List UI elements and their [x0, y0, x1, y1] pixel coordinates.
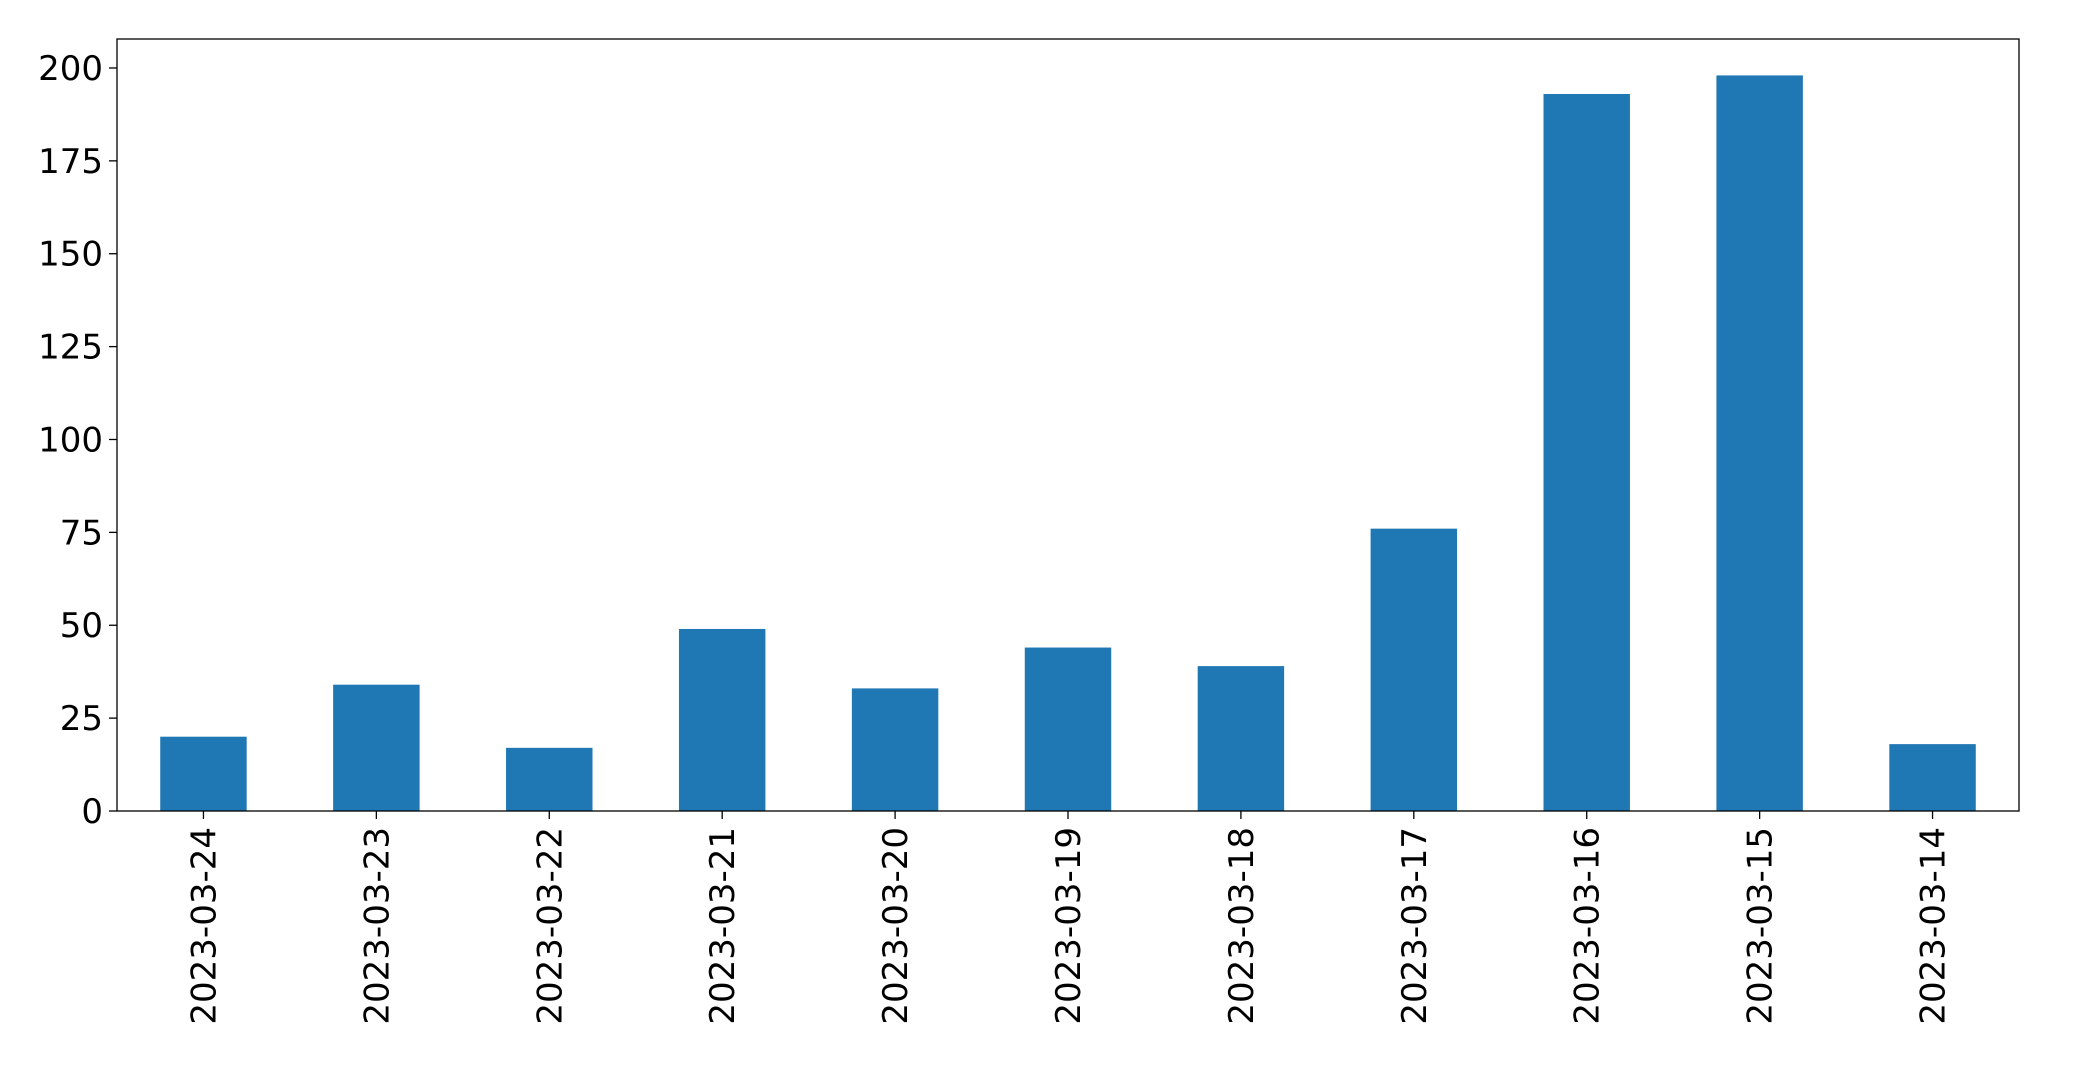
x-tick-label: 2023-03-23: [357, 827, 397, 1025]
x-tick-label: 2023-03-22: [530, 827, 570, 1025]
y-tick-label: 200: [38, 49, 103, 89]
x-tick-label: 2023-03-16: [1568, 827, 1608, 1025]
bar-2023-03-20: [851, 688, 939, 811]
bar-2023-03-16: [1543, 93, 1630, 811]
bar-2023-03-14: [1889, 744, 1976, 811]
x-tick-label: 2023-03-17: [1395, 827, 1435, 1025]
y-tick-label: 100: [38, 420, 103, 460]
y-tick-label: 150: [38, 235, 103, 275]
bars-layer: [160, 75, 1976, 811]
y-tick-label: 175: [38, 142, 103, 182]
bar-2023-03-21: [678, 628, 766, 811]
x-tick-label: 2023-03-24: [184, 827, 224, 1025]
bar-2023-03-15: [1716, 75, 1803, 811]
bar-2023-03-18: [1197, 666, 1285, 811]
y-axis: 0 25 50 75 100 125 150 175 200: [38, 49, 117, 832]
plot-area-frame: [116, 38, 2020, 812]
y-tick-label: 75: [60, 513, 103, 553]
x-tick-label: 2023-03-14: [1914, 827, 1954, 1025]
x-tick-label: 2023-03-21: [703, 827, 743, 1025]
x-tick-label: 2023-03-19: [1049, 827, 1089, 1025]
bar-2023-03-17: [1370, 528, 1458, 811]
bar-2023-03-22: [506, 747, 593, 811]
x-axis: 2023-03-24 2023-03-23 2023-03-22 2023-03-21…: [184, 811, 1954, 1025]
x-tick-label: 2023-03-15: [1741, 827, 1781, 1025]
bar-2023-03-23: [333, 684, 420, 811]
bar-2023-03-19: [1024, 647, 1112, 811]
x-tick-label: 2023-03-18: [1222, 827, 1262, 1025]
y-tick-label: 25: [60, 699, 103, 739]
y-tick-label: 125: [38, 328, 103, 368]
y-tick-label: 50: [60, 606, 103, 646]
bar-2023-03-24: [160, 736, 247, 811]
x-tick-label: 2023-03-20: [876, 827, 916, 1025]
y-tick-label: 0: [81, 792, 103, 832]
